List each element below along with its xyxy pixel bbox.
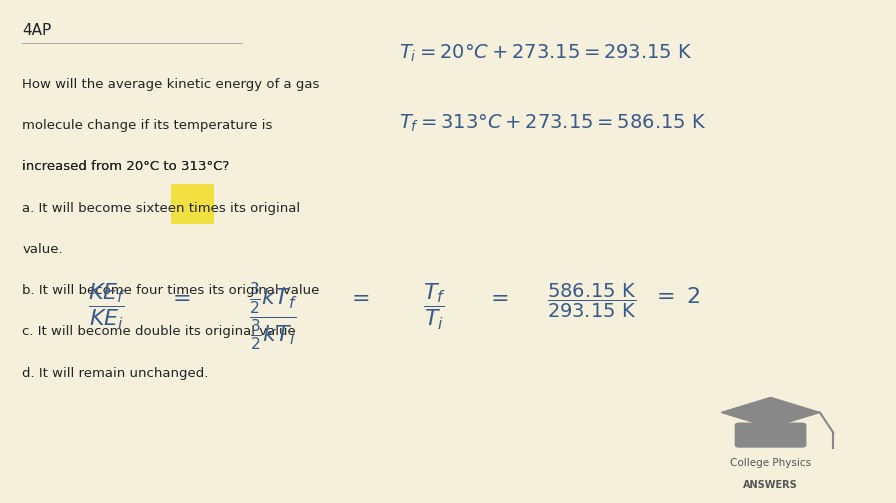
Text: molecule change if its temperature is: molecule change if its temperature is — [22, 119, 272, 132]
Text: value.: value. — [22, 243, 63, 256]
Text: b. It will become four times its original value: b. It will become four times its origina… — [22, 284, 320, 297]
Text: increased from 20°C to 313°C?: increased from 20°C to 313°C? — [22, 160, 229, 174]
Text: How will the average kinetic energy of a gas: How will the average kinetic energy of a… — [22, 78, 320, 91]
FancyBboxPatch shape — [735, 423, 806, 448]
Text: College Physics: College Physics — [730, 458, 811, 468]
Text: ANSWERS: ANSWERS — [743, 480, 798, 490]
Text: c. It will become double its original value: c. It will become double its original va… — [22, 325, 297, 339]
Polygon shape — [721, 397, 820, 428]
Text: $\dfrac{\frac{3}{2}kT_f}{\frac{3}{2}kT_i}$: $\dfrac{\frac{3}{2}kT_f}{\frac{3}{2}kT_i… — [249, 282, 297, 353]
Text: $T_i = 20°C + 273.15 = 293.15\ \mathrm{K}$: $T_i = 20°C + 273.15 = 293.15\ \mathrm{K… — [399, 43, 693, 64]
Text: $=$: $=$ — [347, 287, 370, 307]
Text: 4AP: 4AP — [22, 23, 52, 38]
FancyBboxPatch shape — [171, 184, 214, 224]
Text: $T_f = 313°C + 273.15 = 586.15\ \mathrm{K}$: $T_f = 313°C + 273.15 = 586.15\ \mathrm{… — [399, 113, 706, 134]
Text: a. It will become sixteen times its original: a. It will become sixteen times its orig… — [22, 202, 300, 215]
Text: increased from 20°C to 313°C?: increased from 20°C to 313°C? — [22, 160, 229, 174]
Text: $\dfrac{586.15\ \mathrm{K}}{293.15\ \mathrm{K}}$: $\dfrac{586.15\ \mathrm{K}}{293.15\ \mat… — [547, 282, 636, 320]
Text: d. It will remain unchanged.: d. It will remain unchanged. — [22, 367, 209, 380]
Text: $=$: $=$ — [486, 287, 509, 307]
Text: $=\ 2$: $=\ 2$ — [652, 287, 701, 307]
Text: $=$: $=$ — [168, 287, 191, 307]
Text: $\dfrac{KE_f}{KE_i}$: $\dfrac{KE_f}{KE_i}$ — [89, 282, 126, 332]
Text: $\dfrac{T_f}{T_i}$: $\dfrac{T_f}{T_i}$ — [423, 282, 446, 332]
